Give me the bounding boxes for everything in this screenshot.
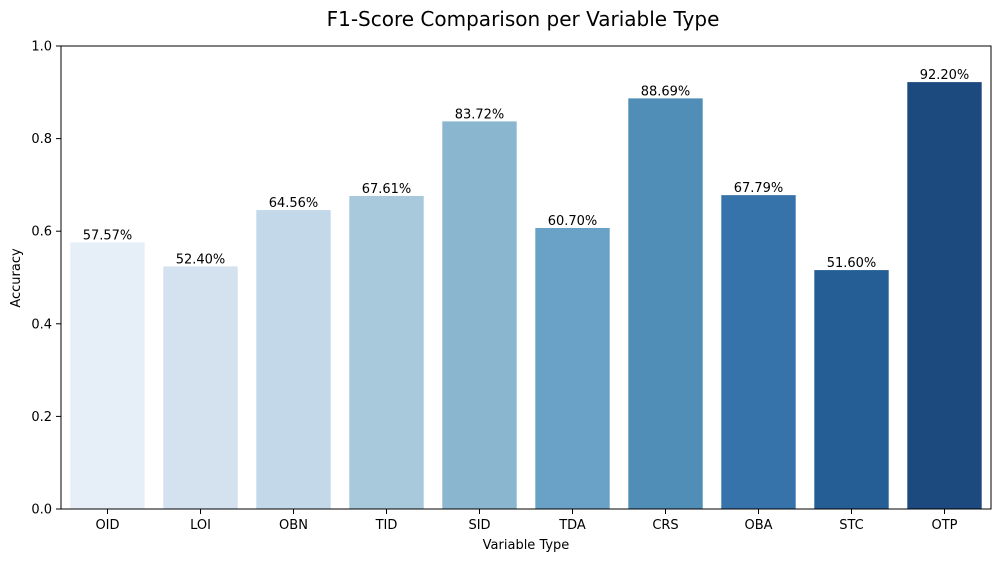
bar-oid (70, 242, 145, 509)
x-tick-label: TDA (558, 518, 586, 533)
x-tick-label: OID (95, 518, 119, 533)
bar-sid (442, 121, 517, 509)
x-tick-label: OBA (744, 518, 772, 533)
x-tick-label: OBN (279, 518, 308, 533)
bar-obn (256, 210, 331, 509)
bar-value-label: 83.72% (455, 107, 505, 122)
bar-value-label: 92.20% (920, 68, 970, 83)
y-tick-label: 0.2 (31, 410, 52, 425)
bar-value-label: 51.60% (827, 256, 877, 271)
bar-value-label: 60.70% (548, 214, 598, 229)
bar-tda (535, 227, 610, 510)
chart-title: F1-Score Comparison per Variable Type (327, 7, 720, 31)
bar-otp (907, 82, 982, 509)
y-tick-label: 0.8 (31, 132, 52, 147)
y-tick-label: 1.0 (31, 40, 52, 55)
x-axis-label: Variable Type (483, 538, 570, 553)
bar-value-label: 67.79% (734, 181, 784, 196)
bar-value-label: 88.69% (641, 84, 691, 99)
x-tick-label: STC (839, 518, 864, 533)
bar-value-label: 52.40% (176, 252, 226, 267)
bar-loi (163, 266, 238, 509)
x-tick-label: TID (375, 518, 398, 533)
bar-crs (628, 98, 703, 510)
y-axis-label: Accuracy (9, 248, 24, 308)
x-tick-label: LOI (190, 518, 211, 533)
bar-tid (349, 195, 424, 509)
bar-value-label: 64.56% (269, 196, 319, 211)
plot-area: 57.57% OID 52.40% LOI 64.56% OBN 67.61% TID 83.7… (31, 40, 992, 533)
axes-frame (60, 45, 992, 510)
y-tick-label: 0.0 (31, 503, 52, 518)
x-tick-label: OTP (931, 518, 957, 533)
bar-value-label: 67.61% (362, 182, 412, 197)
bar-oba (721, 195, 796, 509)
bar-value-label: 57.57% (83, 228, 133, 243)
x-tick-label: SID (468, 518, 490, 533)
bar-stc (814, 270, 889, 509)
x-tick-label: CRS (652, 518, 678, 533)
y-tick-label: 0.6 (31, 225, 52, 240)
y-tick-label: 0.4 (31, 317, 52, 332)
